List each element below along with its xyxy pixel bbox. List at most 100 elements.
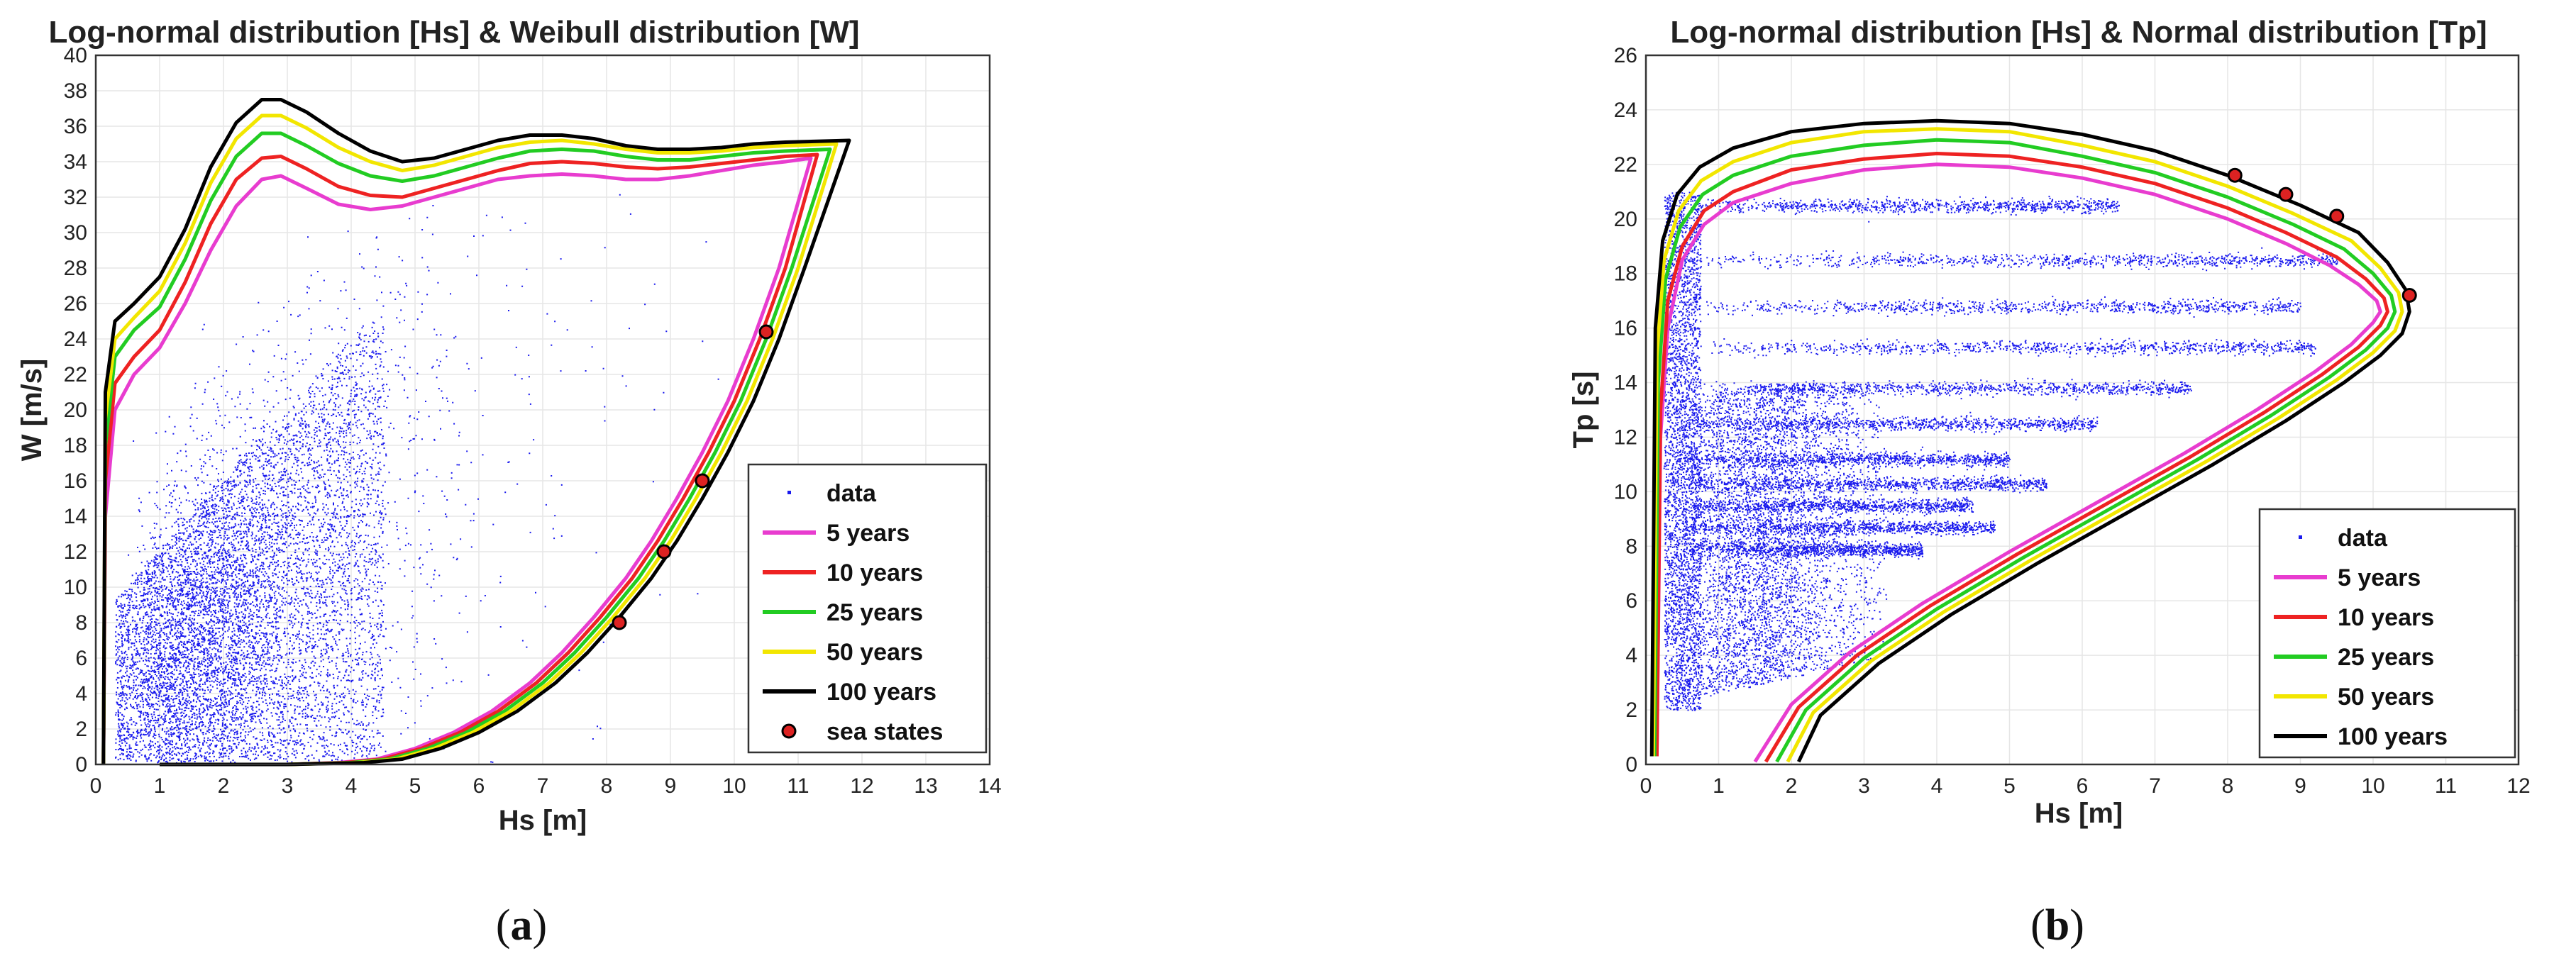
x-tick-label: 11 bbox=[787, 774, 809, 798]
sea-state-point bbox=[2278, 187, 2294, 202]
y-tick-label: 8 bbox=[75, 611, 87, 635]
y-tick-label: 14 bbox=[64, 505, 87, 528]
y-tick-label: 16 bbox=[64, 469, 87, 493]
y-tick-label: 12 bbox=[64, 540, 87, 564]
x-tick-label: 2 bbox=[218, 774, 230, 798]
x-tick-label: 10 bbox=[2361, 774, 2384, 798]
x-tick-label: 11 bbox=[2435, 774, 2457, 798]
y-tick-label: 20 bbox=[64, 399, 87, 422]
sea-states-b bbox=[2227, 167, 2417, 303]
y-tick-label: 14 bbox=[1614, 372, 1637, 395]
y-axis-label-b: Tp [s] bbox=[1568, 372, 1599, 449]
x-tick-label: 0 bbox=[90, 774, 102, 798]
y-tick-label: 26 bbox=[64, 292, 87, 316]
legend-label: 5 years bbox=[827, 520, 910, 547]
y-tick-label: 22 bbox=[64, 363, 87, 386]
x-tick-label: 6 bbox=[2077, 774, 2089, 798]
tick-labels-a: 0 1 2 3 4 5 6 7 8 9 10 11 12 13 1402468101214161820222… bbox=[64, 44, 1002, 798]
x-tick-label: 12 bbox=[850, 774, 873, 798]
contour-100-years bbox=[101, 98, 851, 767]
x-tick-label: 12 bbox=[2506, 774, 2530, 798]
y-tick-label: 0 bbox=[1625, 753, 1637, 776]
legend-label: 100 years bbox=[2338, 723, 2448, 750]
y-tick-label: 30 bbox=[64, 221, 87, 245]
x-tick-label: 0 bbox=[1640, 774, 1652, 798]
legend-label: 10 years bbox=[2338, 604, 2434, 631]
chart-title-a: Log-normal distribution [Hs] & Weibull d… bbox=[48, 15, 859, 50]
plot-frame-a bbox=[94, 54, 991, 766]
y-axis-label-a: W [m/s] bbox=[16, 359, 48, 461]
y-tick-label: 16 bbox=[1614, 317, 1637, 340]
y-tick-label: 10 bbox=[1614, 480, 1637, 503]
x-tick-label: 13 bbox=[914, 774, 937, 798]
x-tick-label: 7 bbox=[2149, 774, 2161, 798]
x-tick-label: 4 bbox=[346, 774, 358, 798]
sea-state-point bbox=[2227, 167, 2243, 183]
x-tick-label: 8 bbox=[601, 774, 613, 798]
caption-a-open: ( bbox=[496, 901, 511, 950]
sea-state-point bbox=[2329, 208, 2345, 224]
y-tick-label: 26 bbox=[1614, 44, 1637, 67]
x-tick-label: 10 bbox=[722, 774, 746, 798]
sea-state-point bbox=[656, 544, 672, 560]
sea-state-point bbox=[695, 473, 710, 489]
y-tick-label: 22 bbox=[1614, 153, 1637, 177]
sea-state-point bbox=[612, 615, 627, 630]
caption-b: (b) bbox=[2030, 901, 2084, 950]
x-tick-label: 2 bbox=[1786, 774, 1798, 798]
x-tick-label: 8 bbox=[2222, 774, 2234, 798]
contour-5-years bbox=[101, 156, 813, 767]
chart-title-b: Log-normal distribution [Hs] & Normal di… bbox=[1670, 15, 2487, 50]
x-tick-label: 6 bbox=[473, 774, 485, 798]
contour-lines-a bbox=[101, 98, 851, 767]
contour-10-years bbox=[101, 152, 819, 767]
caption-b-letter: b bbox=[2045, 901, 2069, 950]
y-tick-label: 32 bbox=[64, 186, 87, 209]
legend-box bbox=[2258, 508, 2516, 759]
legend-b: data 5 years 10 years 25 years 50 years 100 y… bbox=[2258, 508, 2516, 759]
y-tick-label: 2 bbox=[1625, 698, 1637, 722]
x-axis-label-b: Hs [m] bbox=[2035, 798, 2123, 829]
contour-25-years bbox=[1652, 138, 2397, 763]
sea-states-a bbox=[612, 324, 774, 630]
legend-marker-sea-states bbox=[781, 723, 797, 739]
caption-a: (a) bbox=[496, 901, 547, 950]
contour-25-years bbox=[101, 131, 832, 767]
y-tick-label: 6 bbox=[75, 647, 87, 670]
x-tick-label: 9 bbox=[665, 774, 677, 798]
legend-label: 5 years bbox=[2338, 564, 2421, 591]
x-tick-label: 5 bbox=[409, 774, 421, 798]
y-tick-label: 20 bbox=[1614, 208, 1637, 231]
chart-panel-a: Log-normal distribution [Hs] & Weibull d… bbox=[16, 15, 1002, 950]
y-tick-label: 10 bbox=[64, 576, 87, 599]
chart-panel-b: Log-normal distribution [Hs] & Normal di… bbox=[1568, 15, 2531, 950]
legend-label: 10 years bbox=[827, 560, 923, 586]
x-tick-label: 1 bbox=[154, 774, 166, 798]
contour-10-years bbox=[1654, 152, 2389, 763]
x-tick-label: 5 bbox=[2003, 774, 2016, 798]
x-tick-label: 3 bbox=[1858, 774, 1870, 798]
y-tick-label: 4 bbox=[1625, 644, 1637, 667]
caption-a-letter: a bbox=[511, 901, 533, 950]
sea-state-point bbox=[2401, 287, 2417, 303]
legend-marker-data bbox=[787, 491, 791, 494]
y-tick-label: 24 bbox=[64, 328, 87, 351]
x-tick-label: 9 bbox=[2294, 774, 2306, 798]
contour-5-years bbox=[1654, 162, 2382, 763]
contour-100-years bbox=[1649, 118, 2411, 763]
caption-b-close: ) bbox=[2069, 901, 2084, 950]
legend-label: 50 years bbox=[827, 639, 923, 666]
x-axis-label-a: Hs [m] bbox=[499, 805, 587, 836]
contour-lines-b bbox=[1649, 118, 2411, 763]
legend-label: 100 years bbox=[827, 679, 936, 706]
y-tick-label: 24 bbox=[1614, 99, 1637, 122]
contour-50-years bbox=[101, 113, 839, 767]
legend-label: 25 years bbox=[2338, 644, 2434, 671]
caption-a-close: ) bbox=[533, 901, 548, 950]
legend-label: sea states bbox=[827, 718, 943, 745]
x-tick-label: 4 bbox=[1931, 774, 1943, 798]
y-tick-label: 8 bbox=[1625, 535, 1637, 558]
y-tick-label: 6 bbox=[1625, 589, 1637, 613]
y-tick-label: 36 bbox=[64, 115, 87, 138]
